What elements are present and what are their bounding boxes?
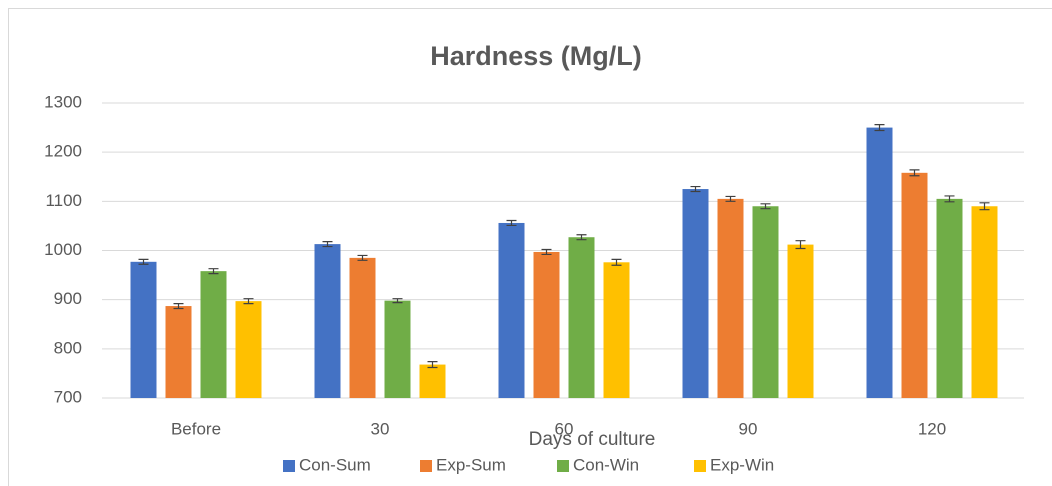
y-tick-label: 1100: [45, 191, 82, 210]
bar: [682, 189, 709, 398]
x-tick-label: 90: [739, 419, 758, 438]
bar: [384, 300, 411, 398]
bar: [235, 301, 262, 398]
bar: [498, 222, 525, 398]
bar: [787, 244, 814, 398]
bar: [866, 127, 893, 398]
bar: [419, 364, 446, 398]
error-bar: [322, 241, 333, 248]
y-tick-label: 700: [54, 387, 82, 406]
error-bar: [392, 298, 403, 304]
legend-label: Exp-Sum: [436, 455, 506, 474]
y-tick-label: 1000: [44, 240, 82, 259]
bar: [165, 306, 192, 398]
legend-label: Con-Win: [573, 455, 639, 474]
bar: [901, 172, 928, 398]
x-tick-label: 60: [555, 419, 574, 438]
error-bar: [979, 202, 990, 211]
error-bar: [541, 248, 552, 256]
bar: [752, 206, 779, 398]
y-tick-label: 800: [54, 338, 82, 357]
legend-swatch: [283, 460, 295, 472]
bar: [314, 244, 341, 398]
error-bar: [944, 195, 955, 203]
error-bar: [760, 203, 771, 210]
error-bar: [690, 185, 701, 193]
x-tick-label: 30: [371, 419, 390, 438]
bar: [533, 251, 560, 398]
legend-swatch: [557, 460, 569, 472]
bar: [568, 237, 595, 398]
y-tick-label: 900: [54, 289, 82, 308]
error-bar: [357, 254, 368, 261]
bar: [200, 271, 227, 398]
error-bar: [611, 258, 622, 266]
chart-frame: [8, 8, 1052, 486]
legend-swatch: [694, 460, 706, 472]
error-bar: [795, 240, 806, 250]
error-bar: [427, 361, 438, 369]
bar: [603, 262, 630, 398]
chart-title: Hardness (Mg/L): [430, 41, 642, 71]
error-bar: [909, 169, 920, 177]
error-bar: [138, 258, 149, 265]
bar: [936, 198, 963, 398]
error-bar: [243, 298, 254, 305]
error-bar: [725, 195, 736, 202]
error-bar: [506, 219, 517, 227]
bar: [971, 206, 998, 398]
error-bar: [576, 234, 587, 241]
bar: [717, 198, 744, 398]
error-bar: [208, 268, 219, 275]
bar: [349, 257, 376, 398]
x-tick-label: Before: [171, 419, 221, 438]
x-axis-label: Days of culture: [529, 429, 656, 450]
legend-label: Con-Sum: [299, 455, 371, 474]
bar: [130, 261, 157, 398]
y-tick-label: 1300: [44, 92, 82, 111]
legend-swatch: [420, 460, 432, 472]
error-bar: [874, 124, 885, 132]
y-tick-label: 1200: [44, 142, 82, 161]
x-tick-label: 120: [918, 419, 946, 438]
legend-label: Exp-Win: [710, 455, 774, 474]
error-bar: [173, 303, 184, 310]
